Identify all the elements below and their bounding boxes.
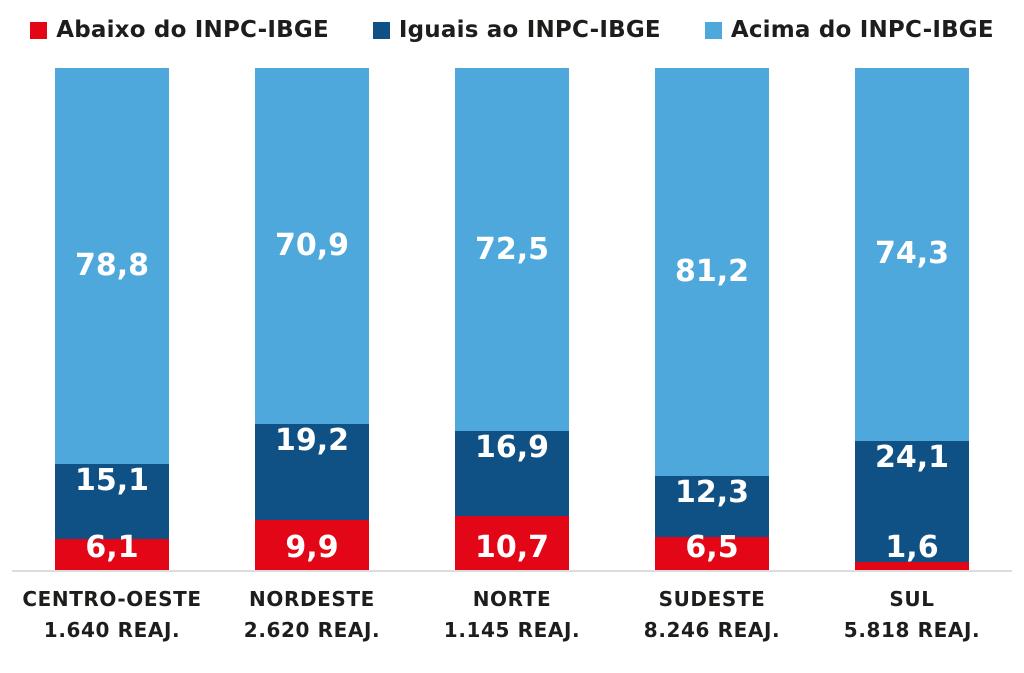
value-label-iguais: 24,1 [874, 439, 950, 475]
category-label: SUL [889, 587, 935, 611]
bar-segment-abaixo [55, 539, 169, 570]
bar-segment-iguais [55, 463, 169, 540]
legend: Abaixo do INPC-IBGE Iguais ao INPC-IBGE … [0, 17, 1024, 43]
x-axis-line [12, 570, 1012, 572]
bar-segment-acima [55, 68, 169, 464]
legend-item-iguais: Iguais ao INPC-IBGE [372, 17, 661, 43]
legend-item-abaixo: Abaixo do INPC-IBGE [30, 17, 329, 43]
value-label-iguais: 19,2 [274, 422, 350, 458]
category-sublabel: 2.620 REAJ. [243, 618, 381, 642]
bar: 72,5 16,9 10,7 NORTE 1.145 REAJ. [444, 68, 580, 642]
bar-segment-iguais [455, 431, 569, 517]
bar-column: 81,2 12,3 6,5 SUDESTE 8.246 REAJ. [612, 68, 812, 642]
bar-segment-acima [255, 68, 369, 424]
value-label-abaixo: 6,5 [685, 530, 739, 565]
legend-item-acima: Acima do INPC-IBGE [704, 17, 994, 43]
category-label: CENTRO-OESTE [22, 587, 202, 611]
bar-segment-abaixo [655, 537, 769, 570]
bar-segment-abaixo [255, 520, 369, 570]
value-label-iguais: 16,9 [474, 430, 550, 466]
plot-area: 78,8 15,1 6,1 CENTRO-OESTE 1.640 REAJ. 7… [12, 68, 1012, 642]
category-labels: NORTE 1.145 REAJ. [412, 584, 612, 646]
value-label-iguais: 12,3 [674, 474, 750, 510]
bar-column: 70,9 19,2 9,9 NORDESTE 2.620 REAJ. [212, 68, 412, 642]
bar-segment-abaixo [455, 516, 569, 570]
bar-segment-abaixo [855, 561, 969, 570]
bar: 74,3 24,1 1,6 SUL 5.818 REAJ. [844, 68, 980, 642]
category-label: NORDESTE [249, 587, 375, 611]
legend-label: Iguais ao INPC-IBGE [398, 17, 661, 43]
bar-column: 72,5 16,9 10,7 NORTE 1.145 REAJ. [412, 68, 612, 642]
category-labels: SUL 5.818 REAJ. [812, 584, 1012, 646]
value-label-acima: 81,2 [674, 253, 750, 289]
legend-label: Abaixo do INPC-IBGE [56, 17, 329, 43]
value-label-acima: 78,8 [74, 247, 150, 283]
category-labels: CENTRO-OESTE 1.640 REAJ. [12, 584, 212, 646]
legend-swatch [30, 21, 48, 39]
bar-segment-iguais [655, 475, 769, 538]
value-label-abaixo: 10,7 [474, 530, 550, 565]
bar: 81,2 12,3 6,5 SUDESTE 8.246 REAJ. [644, 68, 780, 642]
category-label: NORTE [472, 587, 552, 611]
legend-swatch [372, 21, 390, 39]
category-labels: NORDESTE 2.620 REAJ. [212, 584, 412, 646]
bar: 70,9 19,2 9,9 NORDESTE 2.620 REAJ. [244, 68, 380, 642]
category-sublabel: 8.246 REAJ. [643, 618, 781, 642]
bar-segment-acima [855, 68, 969, 441]
bar-segment-acima [655, 68, 769, 476]
value-label-acima: 70,9 [274, 227, 350, 263]
legend-label: Acima do INPC-IBGE [730, 17, 994, 43]
category-label: SUDESTE [658, 587, 766, 611]
bar-segment-iguais [855, 441, 969, 562]
value-label-abaixo: 9,9 [285, 530, 339, 565]
category-sublabel: 5.818 REAJ. [843, 618, 981, 642]
category-sublabel: 1.640 REAJ. [43, 618, 181, 642]
bar-segment-acima [455, 68, 569, 432]
value-label-acima: 72,5 [474, 231, 550, 267]
category-labels: SUDESTE 8.246 REAJ. [612, 584, 812, 646]
bar-segment-iguais [255, 423, 369, 521]
value-label-abaixo: 1,6 [885, 530, 939, 565]
value-label-iguais: 15,1 [74, 462, 150, 498]
value-label-abaixo: 6,1 [85, 530, 139, 565]
value-label-acima: 74,3 [874, 236, 950, 272]
legend-swatch [704, 21, 722, 39]
bar: 78,8 15,1 6,1 CENTRO-OESTE 1.640 REAJ. [22, 68, 201, 642]
bar-column: 78,8 15,1 6,1 CENTRO-OESTE 1.640 REAJ. [12, 68, 212, 642]
bar-column: 74,3 24,1 1,6 SUL 5.818 REAJ. [812, 68, 1012, 642]
category-sublabel: 1.145 REAJ. [443, 618, 581, 642]
